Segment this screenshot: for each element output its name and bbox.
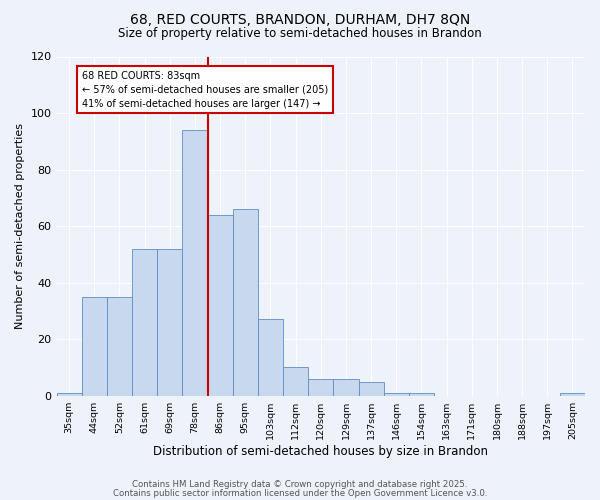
X-axis label: Distribution of semi-detached houses by size in Brandon: Distribution of semi-detached houses by … [153, 444, 488, 458]
Bar [334, 378, 359, 396]
Text: Contains HM Land Registry data © Crown copyright and database right 2025.: Contains HM Land Registry data © Crown c… [132, 480, 468, 489]
Bar [383, 393, 409, 396]
Text: Size of property relative to semi-detached houses in Brandon: Size of property relative to semi-detach… [118, 28, 482, 40]
Text: 68 RED COURTS: 83sqm
← 57% of semi-detached houses are smaller (205)
41% of semi: 68 RED COURTS: 83sqm ← 57% of semi-detac… [82, 70, 328, 108]
Bar [82, 297, 107, 396]
Text: 68, RED COURTS, BRANDON, DURHAM, DH7 8QN: 68, RED COURTS, BRANDON, DURHAM, DH7 8QN [130, 12, 470, 26]
Y-axis label: Number of semi-detached properties: Number of semi-detached properties [15, 123, 25, 329]
Bar [208, 215, 233, 396]
Bar [233, 209, 258, 396]
Bar [308, 378, 334, 396]
Bar [157, 248, 182, 396]
Bar [182, 130, 208, 396]
Bar [409, 393, 434, 396]
Bar [359, 382, 383, 396]
Bar [132, 248, 157, 396]
Bar [258, 320, 283, 396]
Text: Contains public sector information licensed under the Open Government Licence v3: Contains public sector information licen… [113, 488, 487, 498]
Bar [283, 368, 308, 396]
Bar [560, 393, 585, 396]
Bar [107, 297, 132, 396]
Bar [56, 393, 82, 396]
